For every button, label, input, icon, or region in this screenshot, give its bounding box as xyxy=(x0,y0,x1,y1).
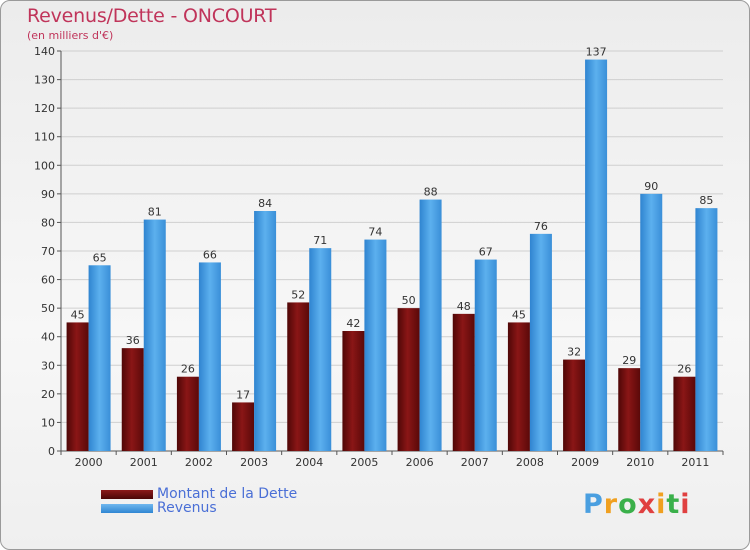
y-tick-label: 40 xyxy=(41,331,55,344)
bar-revenus xyxy=(585,59,608,451)
x-tick-label: 2008 xyxy=(516,456,544,469)
bar-dette xyxy=(452,313,475,451)
bar-revenus xyxy=(198,262,221,451)
y-tick-label: 120 xyxy=(34,102,55,115)
data-label: 71 xyxy=(313,234,327,247)
chart-title: Revenus/Dette - ONCOURT xyxy=(27,5,277,27)
x-tick-label: 2005 xyxy=(350,456,378,469)
legend-label-dette: Montant de la Dette xyxy=(157,486,298,502)
bar-dette xyxy=(66,322,89,451)
data-label: 137 xyxy=(586,46,607,59)
legend-item-dette: Montant de la Dette xyxy=(101,486,298,502)
proxiti-logo: Proxiti xyxy=(583,489,691,520)
x-tick-label: 2002 xyxy=(185,456,213,469)
data-label: 48 xyxy=(457,300,471,313)
bar-dette xyxy=(121,348,144,451)
x-tick-label: 2009 xyxy=(571,456,599,469)
y-tick-label: 0 xyxy=(48,445,55,458)
bar-revenus xyxy=(695,208,718,451)
data-label: 65 xyxy=(93,251,107,264)
y-tick-label: 90 xyxy=(41,188,55,201)
y-tick-label: 100 xyxy=(34,159,55,172)
chart-subtitle: (en milliers d'€) xyxy=(27,29,114,42)
bar-dette xyxy=(287,302,310,451)
bar-revenus xyxy=(309,248,332,451)
y-tick-label: 110 xyxy=(34,131,55,144)
data-label: 45 xyxy=(71,308,85,321)
data-label: 66 xyxy=(203,248,217,261)
bar-revenus xyxy=(364,239,387,451)
legend-item-revenus: Revenus xyxy=(101,500,297,516)
data-label: 42 xyxy=(346,317,360,330)
bar-revenus xyxy=(254,211,277,451)
data-label: 74 xyxy=(368,226,382,239)
y-tick-label: 140 xyxy=(34,45,55,58)
x-tick-label: 2006 xyxy=(406,456,434,469)
x-tick-label: 2003 xyxy=(240,456,268,469)
y-tick-label: 60 xyxy=(41,274,55,287)
data-label: 36 xyxy=(126,334,140,347)
y-tick-label: 80 xyxy=(41,216,55,229)
legend-swatch-revenus xyxy=(101,503,153,513)
bar-revenus xyxy=(529,233,552,451)
data-label: 26 xyxy=(181,363,195,376)
x-tick-label: 2011 xyxy=(681,456,709,469)
y-tick-label: 130 xyxy=(34,74,55,87)
data-label: 50 xyxy=(402,294,416,307)
data-label: 26 xyxy=(677,363,691,376)
data-label: 29 xyxy=(622,354,636,367)
bar-dette xyxy=(563,359,586,451)
y-tick-label: 10 xyxy=(41,416,55,429)
y-tick-label: 70 xyxy=(41,245,55,258)
bar-dette xyxy=(397,308,420,451)
y-tick-label: 50 xyxy=(41,302,55,315)
bar-dette xyxy=(342,331,365,451)
bar-revenus xyxy=(143,219,166,451)
y-tick-label: 20 xyxy=(41,388,55,401)
x-tick-label: 2007 xyxy=(461,456,489,469)
bar-dette xyxy=(618,368,641,451)
data-label: 17 xyxy=(236,388,250,401)
data-label: 88 xyxy=(424,186,438,199)
x-tick-label: 2001 xyxy=(130,456,158,469)
y-tick-label: 30 xyxy=(41,359,55,372)
x-tick-label: 2000 xyxy=(75,456,103,469)
bar-revenus xyxy=(419,199,442,451)
data-label: 45 xyxy=(512,308,526,321)
data-label: 52 xyxy=(291,288,305,301)
data-label: 76 xyxy=(534,220,548,233)
data-label: 84 xyxy=(258,197,272,210)
bar-dette xyxy=(673,376,696,451)
bar-revenus xyxy=(88,265,111,451)
legend-label-revenus: Revenus xyxy=(157,500,217,516)
data-label: 67 xyxy=(479,246,493,259)
data-label: 90 xyxy=(644,180,658,193)
bar-dette xyxy=(507,322,530,451)
data-label: 85 xyxy=(699,194,713,207)
legend: Montant de la Dette Revenus xyxy=(101,486,298,516)
x-tick-label: 2004 xyxy=(295,456,323,469)
bar-dette xyxy=(176,376,199,451)
bar-revenus xyxy=(474,259,497,451)
data-label: 81 xyxy=(148,206,162,219)
data-label: 32 xyxy=(567,346,581,359)
x-tick-label: 2010 xyxy=(626,456,654,469)
bar-dette xyxy=(232,402,255,451)
legend-swatch-dette xyxy=(101,489,153,499)
bar-revenus xyxy=(640,193,663,451)
